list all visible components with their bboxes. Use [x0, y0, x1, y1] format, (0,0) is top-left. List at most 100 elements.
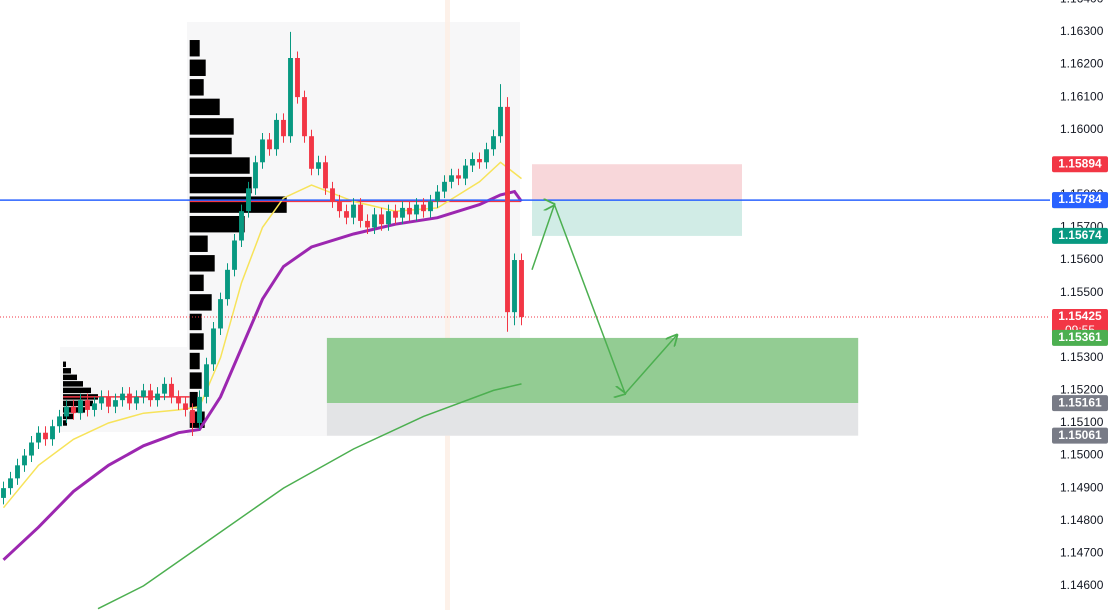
candle-body — [232, 240, 237, 270]
candle-body — [407, 207, 412, 215]
zone — [326, 403, 859, 436]
y-tick-label: 1.15300 — [1060, 350, 1104, 364]
y-tick-label: 1.15100 — [1060, 415, 1104, 429]
candle-body — [351, 204, 356, 218]
candle-body — [323, 162, 328, 189]
candle-body — [463, 165, 468, 179]
y-tick-label: 1.14700 — [1060, 545, 1104, 559]
candle-body — [253, 162, 258, 189]
profile-bar — [63, 381, 83, 387]
candle-body — [512, 260, 517, 313]
candle-body — [246, 188, 251, 212]
candle-body — [260, 139, 265, 163]
y-tick-label: 1.15000 — [1060, 448, 1104, 462]
candle-body — [344, 211, 349, 218]
candle-body — [155, 393, 160, 401]
candle-body — [337, 201, 342, 212]
candle-body — [414, 204, 419, 215]
candle-body — [141, 390, 146, 397]
candle-body — [64, 406, 69, 417]
profile-bar — [189, 333, 204, 350]
profile-bar — [63, 374, 77, 381]
profile-bar — [189, 137, 232, 155]
candle-body — [435, 191, 440, 202]
profile-bar — [63, 361, 66, 368]
y-tick-label: 1.16000 — [1060, 122, 1104, 136]
projection-arrow — [531, 205, 677, 394]
candle-body — [78, 400, 83, 414]
price-badge — [1052, 227, 1108, 244]
candles — [1, 31, 524, 505]
candle-body — [22, 455, 27, 466]
candle-body — [225, 269, 230, 300]
candle-body — [505, 106, 510, 313]
candle-body — [477, 159, 482, 163]
candle-body — [491, 136, 496, 150]
candle-body — [428, 201, 433, 212]
price-badge-label: 1.15061 — [1058, 428, 1102, 442]
candle-body — [421, 204, 426, 212]
price-badge-label: 1.15674 — [1058, 228, 1102, 242]
profile-bar — [189, 98, 220, 116]
session-line — [445, 0, 450, 610]
profile-bar — [189, 274, 204, 292]
candle-body — [1, 488, 6, 498]
y-tick-label: 1.14600 — [1060, 578, 1104, 592]
profile-bar — [63, 413, 73, 420]
price-badge-label: 1.15161 — [1058, 395, 1102, 409]
moving-average — [2, 189, 523, 561]
candle-body — [400, 207, 405, 218]
y-tick-label: 1.14900 — [1060, 480, 1104, 494]
candle-body — [50, 426, 55, 440]
candle-body — [379, 214, 384, 225]
y-tick-label: 1.16300 — [1060, 24, 1104, 38]
profile-bar — [189, 215, 245, 233]
candle-body — [442, 181, 447, 192]
profile-bar — [189, 118, 234, 135]
candle-body — [8, 478, 13, 489]
candle-body — [281, 119, 286, 137]
candle-body — [57, 416, 62, 427]
profile-bar — [189, 255, 215, 272]
profile-bar — [63, 387, 91, 394]
y-tick-label: 1.14800 — [1060, 513, 1104, 527]
candle-body — [71, 406, 76, 414]
candle-body — [29, 442, 34, 456]
volume-profile — [63, 40, 521, 428]
profile-bar — [189, 157, 250, 174]
price-badge — [1052, 395, 1108, 412]
profile-bar — [189, 294, 212, 311]
candle-body — [15, 465, 20, 479]
y-tick-label: 1.16100 — [1060, 89, 1104, 103]
price-axis: 1.164001.163001.162001.161001.160001.159… — [1050, 0, 1111, 610]
candle-body — [36, 432, 41, 443]
candle-body — [358, 204, 363, 221]
profile-bar — [189, 313, 202, 331]
candle-body — [484, 149, 489, 163]
candle-body — [190, 409, 195, 423]
lines — [0, 161, 1111, 610]
candle-body — [211, 328, 216, 365]
profile-bar — [189, 176, 252, 194]
candle-body — [134, 396, 139, 404]
candle-body — [470, 159, 475, 166]
profile-bar — [63, 400, 93, 407]
candle-body — [330, 188, 335, 202]
plot-background — [0, 0, 1050, 610]
price-badge — [1052, 192, 1108, 209]
profile-bar — [63, 420, 67, 426]
candle-body — [99, 396, 104, 404]
candle-body — [169, 383, 174, 397]
price-badge — [1052, 427, 1108, 444]
zone — [532, 164, 742, 201]
candle-body — [274, 119, 279, 150]
candle-body — [113, 400, 118, 407]
candle-body — [204, 364, 209, 397]
candle-body — [92, 403, 97, 410]
candle-body — [316, 162, 321, 169]
profile-bar — [189, 196, 287, 213]
price-badge — [1052, 156, 1108, 173]
moving-average — [2, 161, 522, 509]
y-tick-label: 1.15500 — [1060, 285, 1104, 299]
